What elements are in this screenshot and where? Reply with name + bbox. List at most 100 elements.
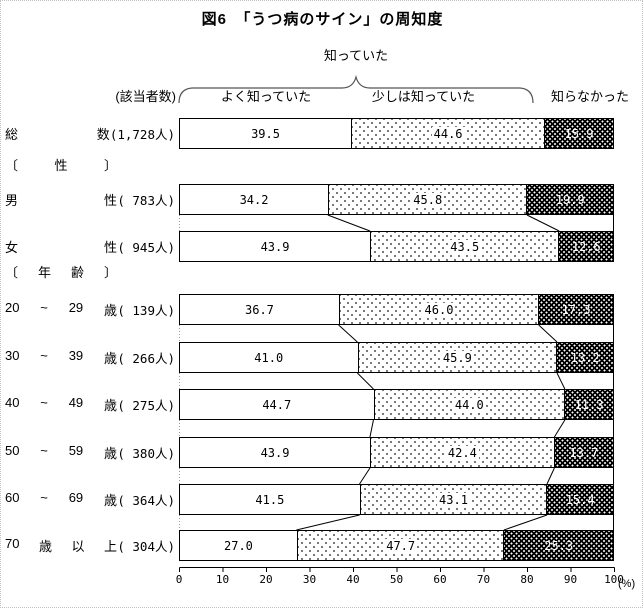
row-label: 総 数 (1,728人) bbox=[5, 118, 175, 149]
bar-value-label: 36.7 bbox=[245, 302, 274, 317]
label-token: 29 bbox=[68, 300, 84, 315]
respondent-count: ( 266人) bbox=[117, 351, 175, 366]
bar-segment-unknown: 11.3 bbox=[564, 390, 613, 419]
label-token: 性 bbox=[103, 240, 117, 255]
respondents-header: (該当者数) bbox=[115, 89, 176, 104]
x-axis-tick: 20 bbox=[259, 573, 273, 586]
bar-value-label: 43.9 bbox=[260, 445, 290, 460]
bar-segment-unknown: 15.9 bbox=[544, 119, 613, 148]
bar-value-label: 11.3 bbox=[574, 397, 604, 412]
label-token: 上 bbox=[103, 539, 117, 554]
bar-segment-unknown: 25.3 bbox=[503, 531, 613, 560]
section-header: 〔 年 齢 〕 bbox=[5, 265, 175, 281]
respondent-count: ( 275人) bbox=[117, 398, 175, 413]
bar-segment-somewhat-known: 43.5 bbox=[370, 232, 559, 261]
bar-value-label: 45.9 bbox=[440, 350, 474, 365]
bar-segment-somewhat-known: 44.0 bbox=[373, 390, 565, 419]
label-token: 女 bbox=[5, 240, 19, 255]
label-token: ~ bbox=[40, 300, 48, 315]
legend-label-unknown: 知らなかった bbox=[550, 89, 629, 104]
bar-value-label: 41.0 bbox=[254, 350, 284, 365]
label-token: ~ bbox=[40, 348, 48, 363]
bar-segment-unknown: 17.3 bbox=[538, 295, 613, 324]
x-axis-tick: 40 bbox=[346, 573, 360, 586]
bar-value-label: 43.1 bbox=[437, 492, 470, 507]
bar-row: 41.0 45.9 13.2 bbox=[179, 342, 614, 373]
label-token: 70 bbox=[5, 536, 20, 551]
label-token: 年 bbox=[37, 265, 51, 280]
bar-segment-somewhat-known: 47.7 bbox=[296, 531, 504, 560]
bar-value-label: 42.4 bbox=[445, 445, 479, 460]
chart-title: 図6 「うつ病のサイン」の周知度 bbox=[201, 11, 444, 28]
label-token: 50 bbox=[5, 443, 20, 458]
bar-segment-well-known: 39.5 bbox=[180, 119, 351, 148]
x-axis-tick: 80 bbox=[520, 573, 534, 586]
bar-segment-well-known: 44.7 bbox=[180, 390, 374, 419]
row-label: 20 ~29 歳( 139人) bbox=[5, 294, 175, 325]
label-token: 59 bbox=[68, 443, 84, 458]
section-header: 〔 性 〕 bbox=[5, 158, 175, 174]
bar-value-label: 39.5 bbox=[251, 126, 280, 141]
x-axis-tick: 50 bbox=[389, 573, 404, 586]
label-token: 〕 bbox=[103, 265, 117, 280]
label-token: 以 bbox=[71, 539, 85, 554]
bar-segment-unknown: 19.9 bbox=[526, 185, 613, 214]
x-axis-tick: 90 bbox=[563, 573, 578, 586]
label-token: ~ bbox=[40, 490, 48, 505]
bar-value-label: 41.5 bbox=[255, 492, 285, 507]
label-token: 〔 bbox=[5, 158, 19, 173]
row-label: 40 ~49 歳( 275人) bbox=[5, 389, 175, 420]
label-token: ~ bbox=[40, 395, 48, 410]
bar-value-label: 44.0 bbox=[452, 397, 486, 412]
label-token: 性 bbox=[54, 158, 68, 173]
label-token: 数 bbox=[96, 127, 110, 142]
label-token: 69 bbox=[68, 490, 84, 505]
respondent-count: ( 945人) bbox=[117, 240, 175, 255]
label-token: 歳 bbox=[103, 303, 117, 318]
bar-segment-well-known: 36.7 bbox=[180, 295, 339, 324]
bar-segment-somewhat-known: 45.9 bbox=[357, 343, 557, 372]
bar-value-label: 43.9 bbox=[260, 239, 290, 254]
bar-segment-somewhat-known: 45.8 bbox=[328, 185, 527, 214]
bar-row: 36.7 46.0 17.3 bbox=[179, 294, 614, 325]
bar-value-label: 45.8 bbox=[411, 192, 445, 207]
label-token: 総 bbox=[5, 127, 19, 142]
bar-value-label: 25.3 bbox=[544, 538, 574, 553]
bar-value-label: 15.4 bbox=[565, 492, 595, 507]
bar-segment-well-known: 27.0 bbox=[180, 531, 297, 560]
bar-value-label: 43.5 bbox=[448, 239, 482, 254]
label-token: 20 bbox=[5, 300, 20, 315]
label-token: 歳 bbox=[103, 493, 117, 508]
label-token: 歳 bbox=[103, 398, 117, 413]
label-token: 39 bbox=[68, 348, 84, 363]
respondent-count: ( 304人) bbox=[117, 539, 175, 554]
bar-segment-somewhat-known: 46.0 bbox=[338, 295, 539, 324]
bar-value-label: 12.6 bbox=[571, 239, 601, 254]
bar-segment-well-known: 43.9 bbox=[180, 438, 370, 467]
respondent-count: ( 364人) bbox=[117, 493, 175, 508]
respondent-count: ( 380人) bbox=[117, 446, 175, 461]
bar-segment-unknown: 13.2 bbox=[556, 343, 613, 372]
label-token: 歳 bbox=[38, 539, 52, 554]
bar-value-label: 47.7 bbox=[384, 538, 418, 553]
label-token: 歳 bbox=[103, 446, 117, 461]
bar-segment-somewhat-known: 43.1 bbox=[359, 485, 547, 514]
respondent-count: ( 783人) bbox=[117, 193, 175, 208]
x-axis-unit: (%) bbox=[618, 578, 636, 590]
row-label: 50 ~59 歳( 380人) bbox=[5, 437, 175, 468]
bar-value-label: 15.9 bbox=[564, 126, 594, 141]
bar-segment-somewhat-known: 44.6 bbox=[351, 119, 545, 148]
bar-segment-unknown: 15.4 bbox=[546, 485, 613, 514]
bar-row: 27.0 47.7 25.3 bbox=[179, 530, 614, 561]
label-token: 30 bbox=[5, 348, 20, 363]
bar-row: 43.9 42.4 13.7 bbox=[179, 437, 614, 468]
bar-row: 39.5 44.6 15.9 bbox=[179, 118, 614, 149]
label-token: 〔 bbox=[5, 265, 19, 280]
x-axis-tick: 60 bbox=[433, 573, 447, 586]
x-axis-tick: 100 bbox=[604, 573, 624, 586]
label-token: 49 bbox=[68, 395, 84, 410]
row-label: 70 歳 以 上( 304人) bbox=[5, 530, 175, 561]
bar-segment-well-known: 43.9 bbox=[180, 232, 370, 261]
legend-label-well-known: よく知っていた bbox=[220, 89, 312, 104]
